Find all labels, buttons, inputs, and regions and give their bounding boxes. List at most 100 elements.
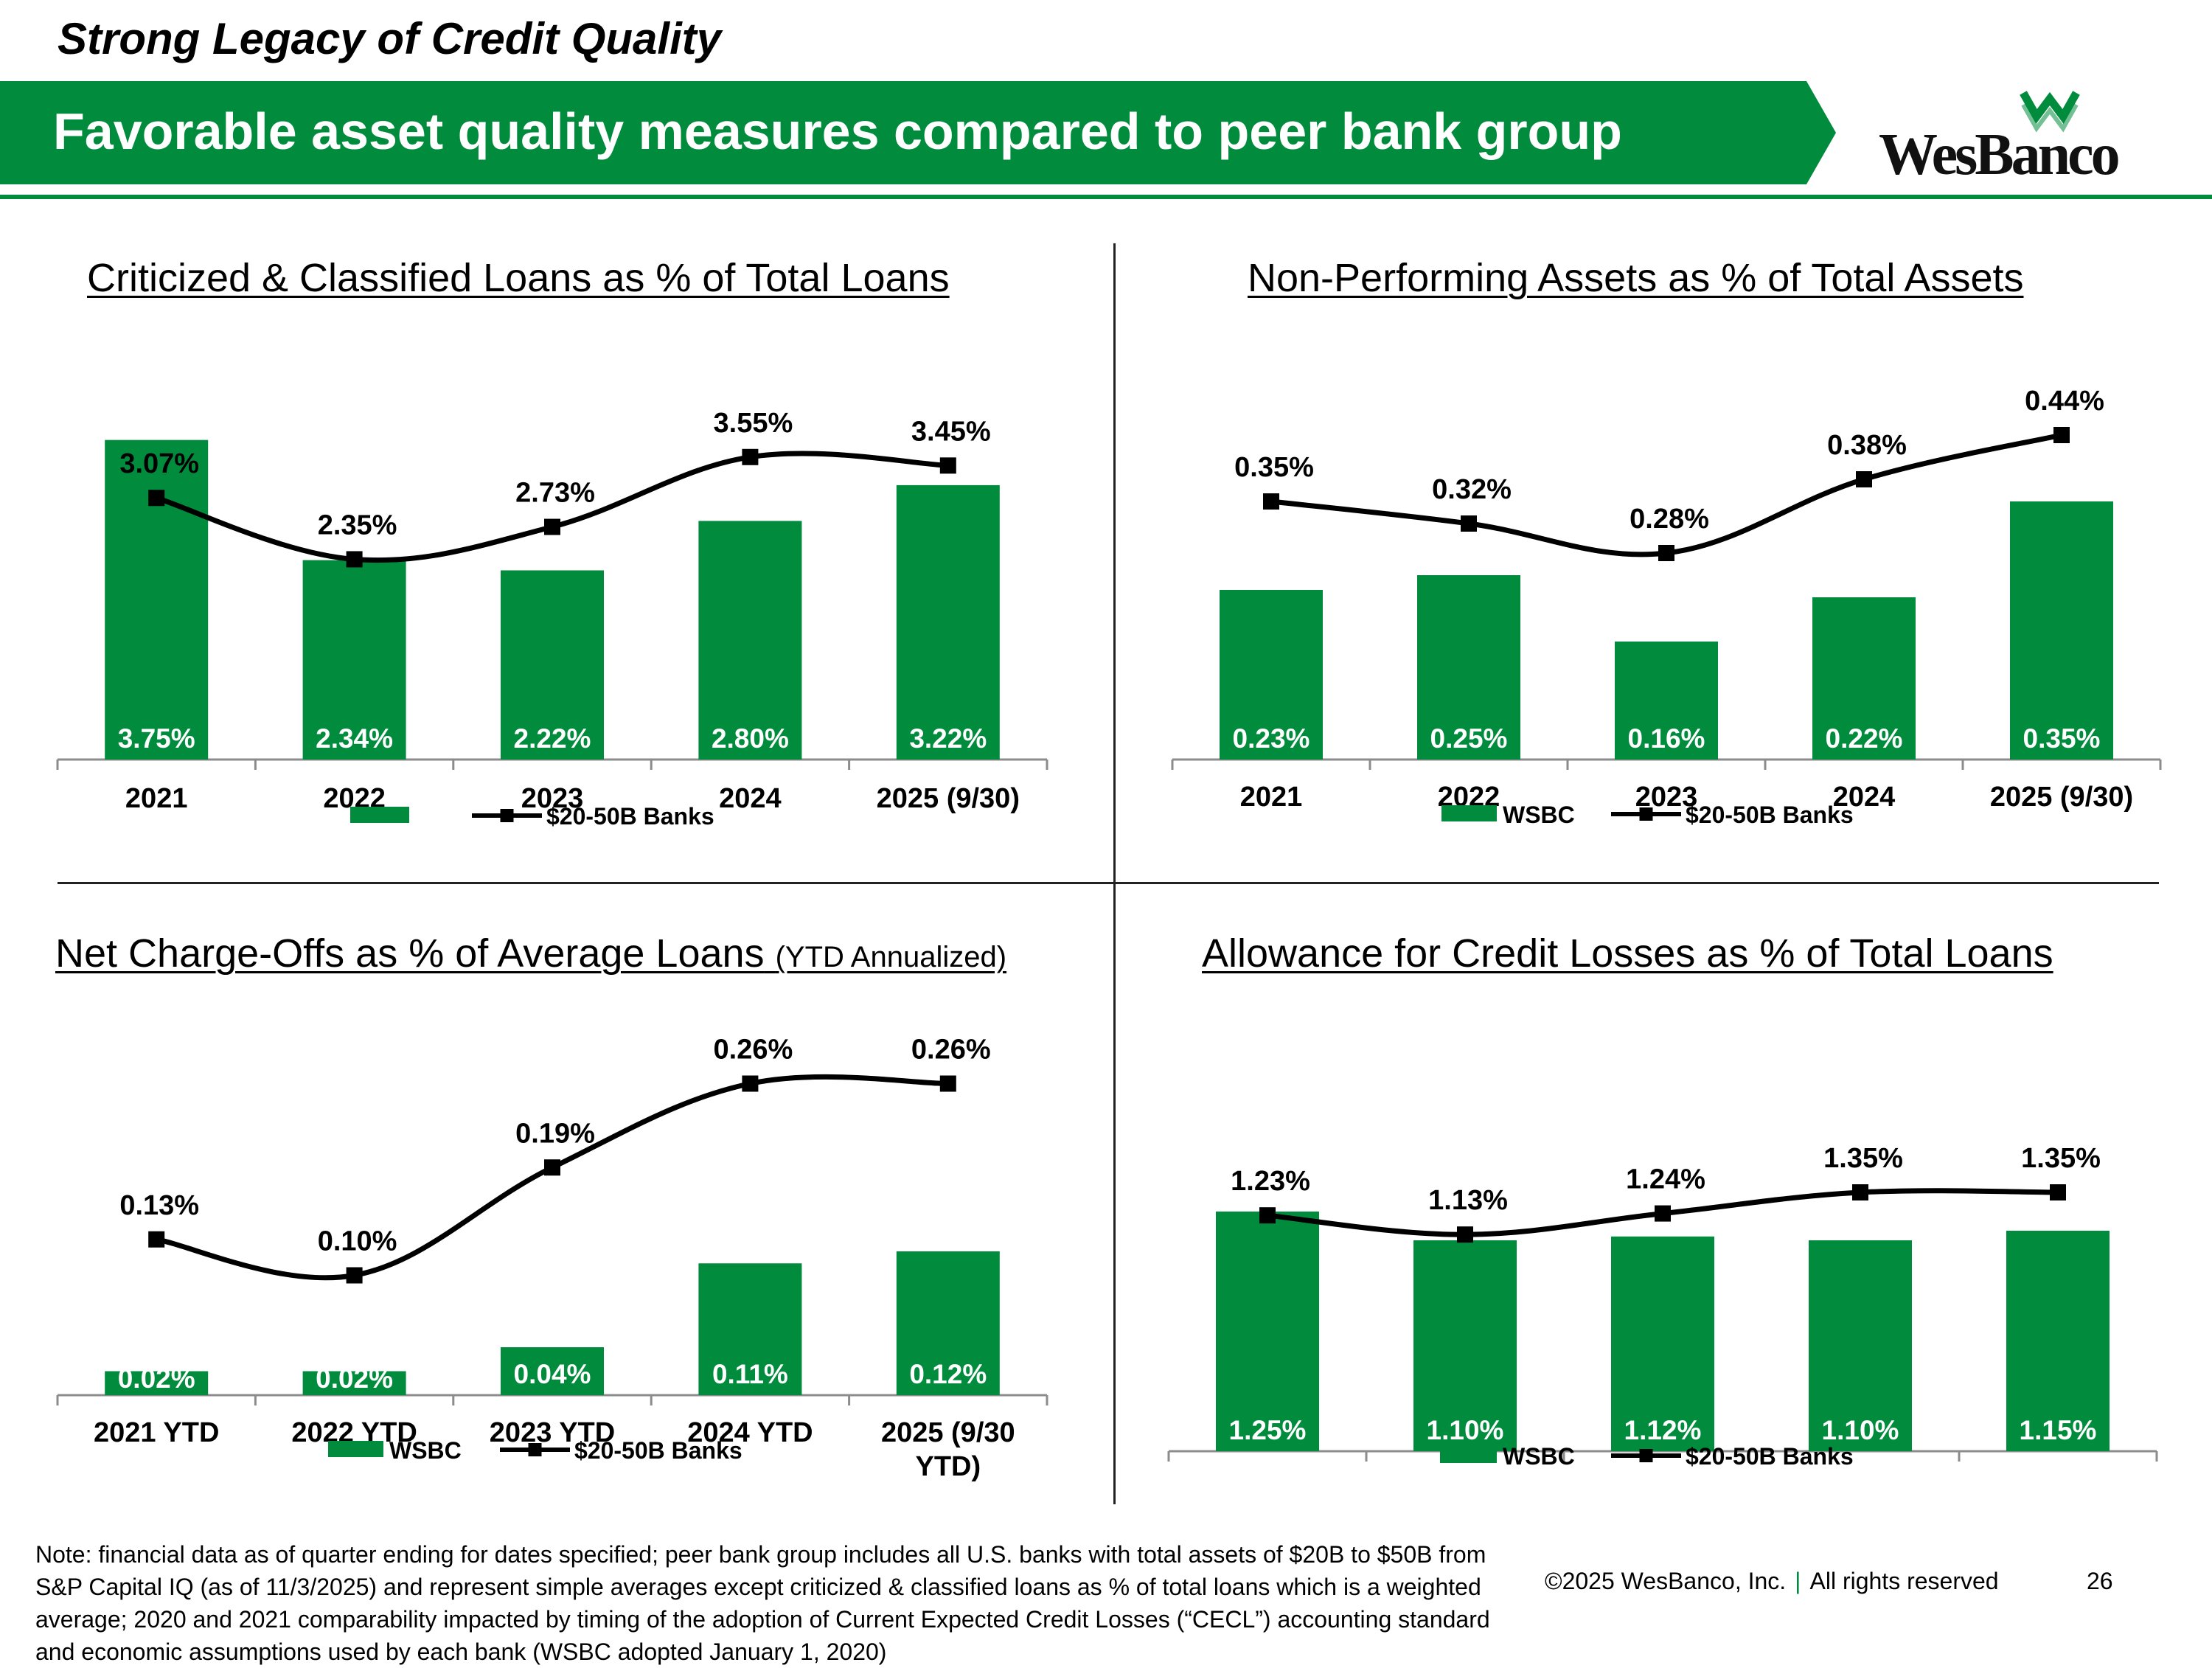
chart-4-peer-label: 1.35% (2021, 1143, 2101, 1174)
chart-1-legend-label-line: $20-50B Banks (546, 803, 714, 830)
chart-1-peer-marker (939, 457, 956, 474)
chart-2-peer-label: 0.35% (1234, 452, 1314, 483)
chart-4-peer-label: 1.35% (1823, 1143, 1903, 1174)
chart-2-bar (1812, 597, 1916, 760)
chart-3-bar-label: 0.02% (316, 1363, 393, 1394)
chart-4-legend-label-line: $20-50B Banks (1686, 1443, 1854, 1470)
chart-1-title: Criticized & Classified Loans as % of To… (87, 256, 950, 300)
chart-2-bar-label: 0.23% (1233, 723, 1310, 754)
chart-1-category-label: 2023 (521, 783, 584, 814)
chart-4-peer-marker (2050, 1184, 2066, 1200)
chart-1-peer-label: 3.45% (911, 416, 991, 447)
chart-2-category-label: 2024 (1833, 782, 1896, 813)
chart-3-peer-label: 0.19% (515, 1118, 595, 1149)
chart-4-bar-label: 1.10% (1427, 1415, 1504, 1445)
chart-3-title-suffix: (YTD Annualized) (775, 941, 1007, 973)
chart-3-bar-label: 0.12% (909, 1359, 987, 1389)
chart-2-peer-marker (1856, 471, 1872, 487)
chart-3-legend-label-line: $20-50B Banks (574, 1437, 742, 1464)
chart-1-bar (896, 484, 1000, 760)
chart-1-bar-label: 2.34% (316, 723, 393, 754)
chart-4-peer-marker (1259, 1207, 1276, 1224)
chart-2-legend-swatch-bar (1441, 805, 1497, 821)
chart-4-bar (1611, 1236, 1714, 1451)
chart-4-bar (1809, 1240, 1912, 1451)
svg-text:WesBanco: WesBanco (1879, 122, 2118, 186)
chart-4-bar-label: 1.15% (2020, 1415, 2097, 1445)
chart-2-bar-label: 0.16% (1628, 723, 1705, 754)
chart-4-bar (1413, 1240, 1517, 1451)
page-number: 26 (2087, 1568, 2113, 1594)
chart-3-peer-marker (544, 1159, 560, 1176)
chart-3-bar-label: 0.04% (514, 1359, 591, 1389)
chart-1-bar-label: 2.22% (514, 723, 591, 754)
chart-1-bar-label: 3.75% (118, 723, 195, 754)
chart-2-bar (1417, 575, 1520, 760)
chart-4-peer-marker (1852, 1184, 1868, 1200)
chart-1-bar (698, 521, 802, 760)
chart-1-bar (105, 439, 209, 760)
chart-3-peer-marker (346, 1267, 363, 1284)
chart-3-category-label: 2024 YTD (687, 1417, 813, 1448)
horizontal-divider (58, 882, 2159, 884)
chart-4-peer-marker (1655, 1205, 1671, 1222)
chart-1-bar-label: 2.80% (712, 723, 789, 754)
chart-3-peer-marker (148, 1231, 165, 1248)
chart-3-bar (302, 1371, 406, 1395)
chart-3-legend-label-bar: WSBC (389, 1437, 462, 1464)
chart-2-peer-marker (2053, 427, 2070, 443)
chart-3-bar (105, 1371, 209, 1395)
chart-2-peer-label: 0.44% (2025, 386, 2104, 417)
chart-2-bar (1615, 642, 1718, 760)
chart-3-legend-swatch-bar (328, 1441, 383, 1457)
chart-1-category-label: 2024 (719, 783, 782, 814)
chart-4-peer-label: 1.23% (1231, 1166, 1310, 1197)
chart-2-peer-marker (1658, 545, 1674, 561)
chart-1-peer-label: 2.35% (318, 510, 397, 541)
chart-2-bar (1220, 590, 1323, 760)
chart-2-category-label: 2021 (1240, 782, 1303, 813)
chart-4-bar (1216, 1212, 1319, 1451)
chart-2-legend-label-bar: WSBC (1503, 802, 1575, 828)
section-heading: Strong Legacy of Credit Quality (58, 14, 722, 63)
chart-3-category-label: YTD) (915, 1451, 981, 1482)
chart-2-bar (2010, 501, 2113, 760)
chart-2-category-label: 2025 (9/30) (1990, 782, 2133, 813)
chart-2-peer-line (1270, 432, 2062, 557)
chart-2-peer-label: 0.38% (1827, 430, 1907, 461)
chart-3-legend-marker (528, 1443, 542, 1456)
chart-4-peer-label: 1.13% (1428, 1185, 1508, 1216)
chart-2-bar-label: 0.25% (1430, 723, 1508, 754)
chart-3-peer-label: 0.10% (318, 1226, 397, 1257)
chart-3-peer-marker (939, 1075, 956, 1092)
chart-1-peer-marker (148, 490, 165, 507)
chart-2-peer-label: 0.32% (1432, 474, 1512, 505)
chart-3-bar (698, 1263, 802, 1395)
chart-4-legend-swatch-bar (1440, 1447, 1497, 1463)
banner-title: Favorable asset quality measures compare… (53, 102, 1622, 160)
chart-3-peer-label: 0.26% (911, 1035, 991, 1066)
chart-3-peer-marker (742, 1075, 759, 1092)
chart-3-category-label: 2023 YTD (490, 1417, 615, 1448)
chart-1-category-label: 2021 (125, 783, 188, 814)
chart-4-bar-label: 1.10% (1822, 1415, 1899, 1445)
chart-4-legend-marker (1639, 1449, 1653, 1462)
footnote: Note: financial data as of quarter endin… (35, 1541, 1490, 1665)
chart-3-category-label: 2021 YTD (94, 1417, 219, 1448)
chart-3-category-label: 2025 (9/30 (881, 1417, 1015, 1448)
chart-1-category-label: 2025 (9/30) (877, 783, 1020, 814)
chart-2-peer-marker (1461, 515, 1477, 532)
chart-3-bar (501, 1347, 604, 1395)
chart-4-peer-marker (1457, 1226, 1473, 1243)
chart-3-bar (896, 1251, 1000, 1395)
chart-1-peer-marker (544, 518, 560, 535)
chart-1-peer-label: 3.55% (714, 408, 793, 439)
chart-1-bar (501, 570, 604, 760)
chart-4-peer-label: 1.24% (1626, 1164, 1705, 1195)
chart-1-peer-label: 3.07% (119, 448, 199, 479)
chart-2-legend-marker (1639, 807, 1653, 821)
chart-3-peer-label: 0.13% (119, 1190, 199, 1221)
vertical-divider (1113, 243, 1116, 1504)
chart-2-peer-label: 0.28% (1630, 504, 1709, 535)
